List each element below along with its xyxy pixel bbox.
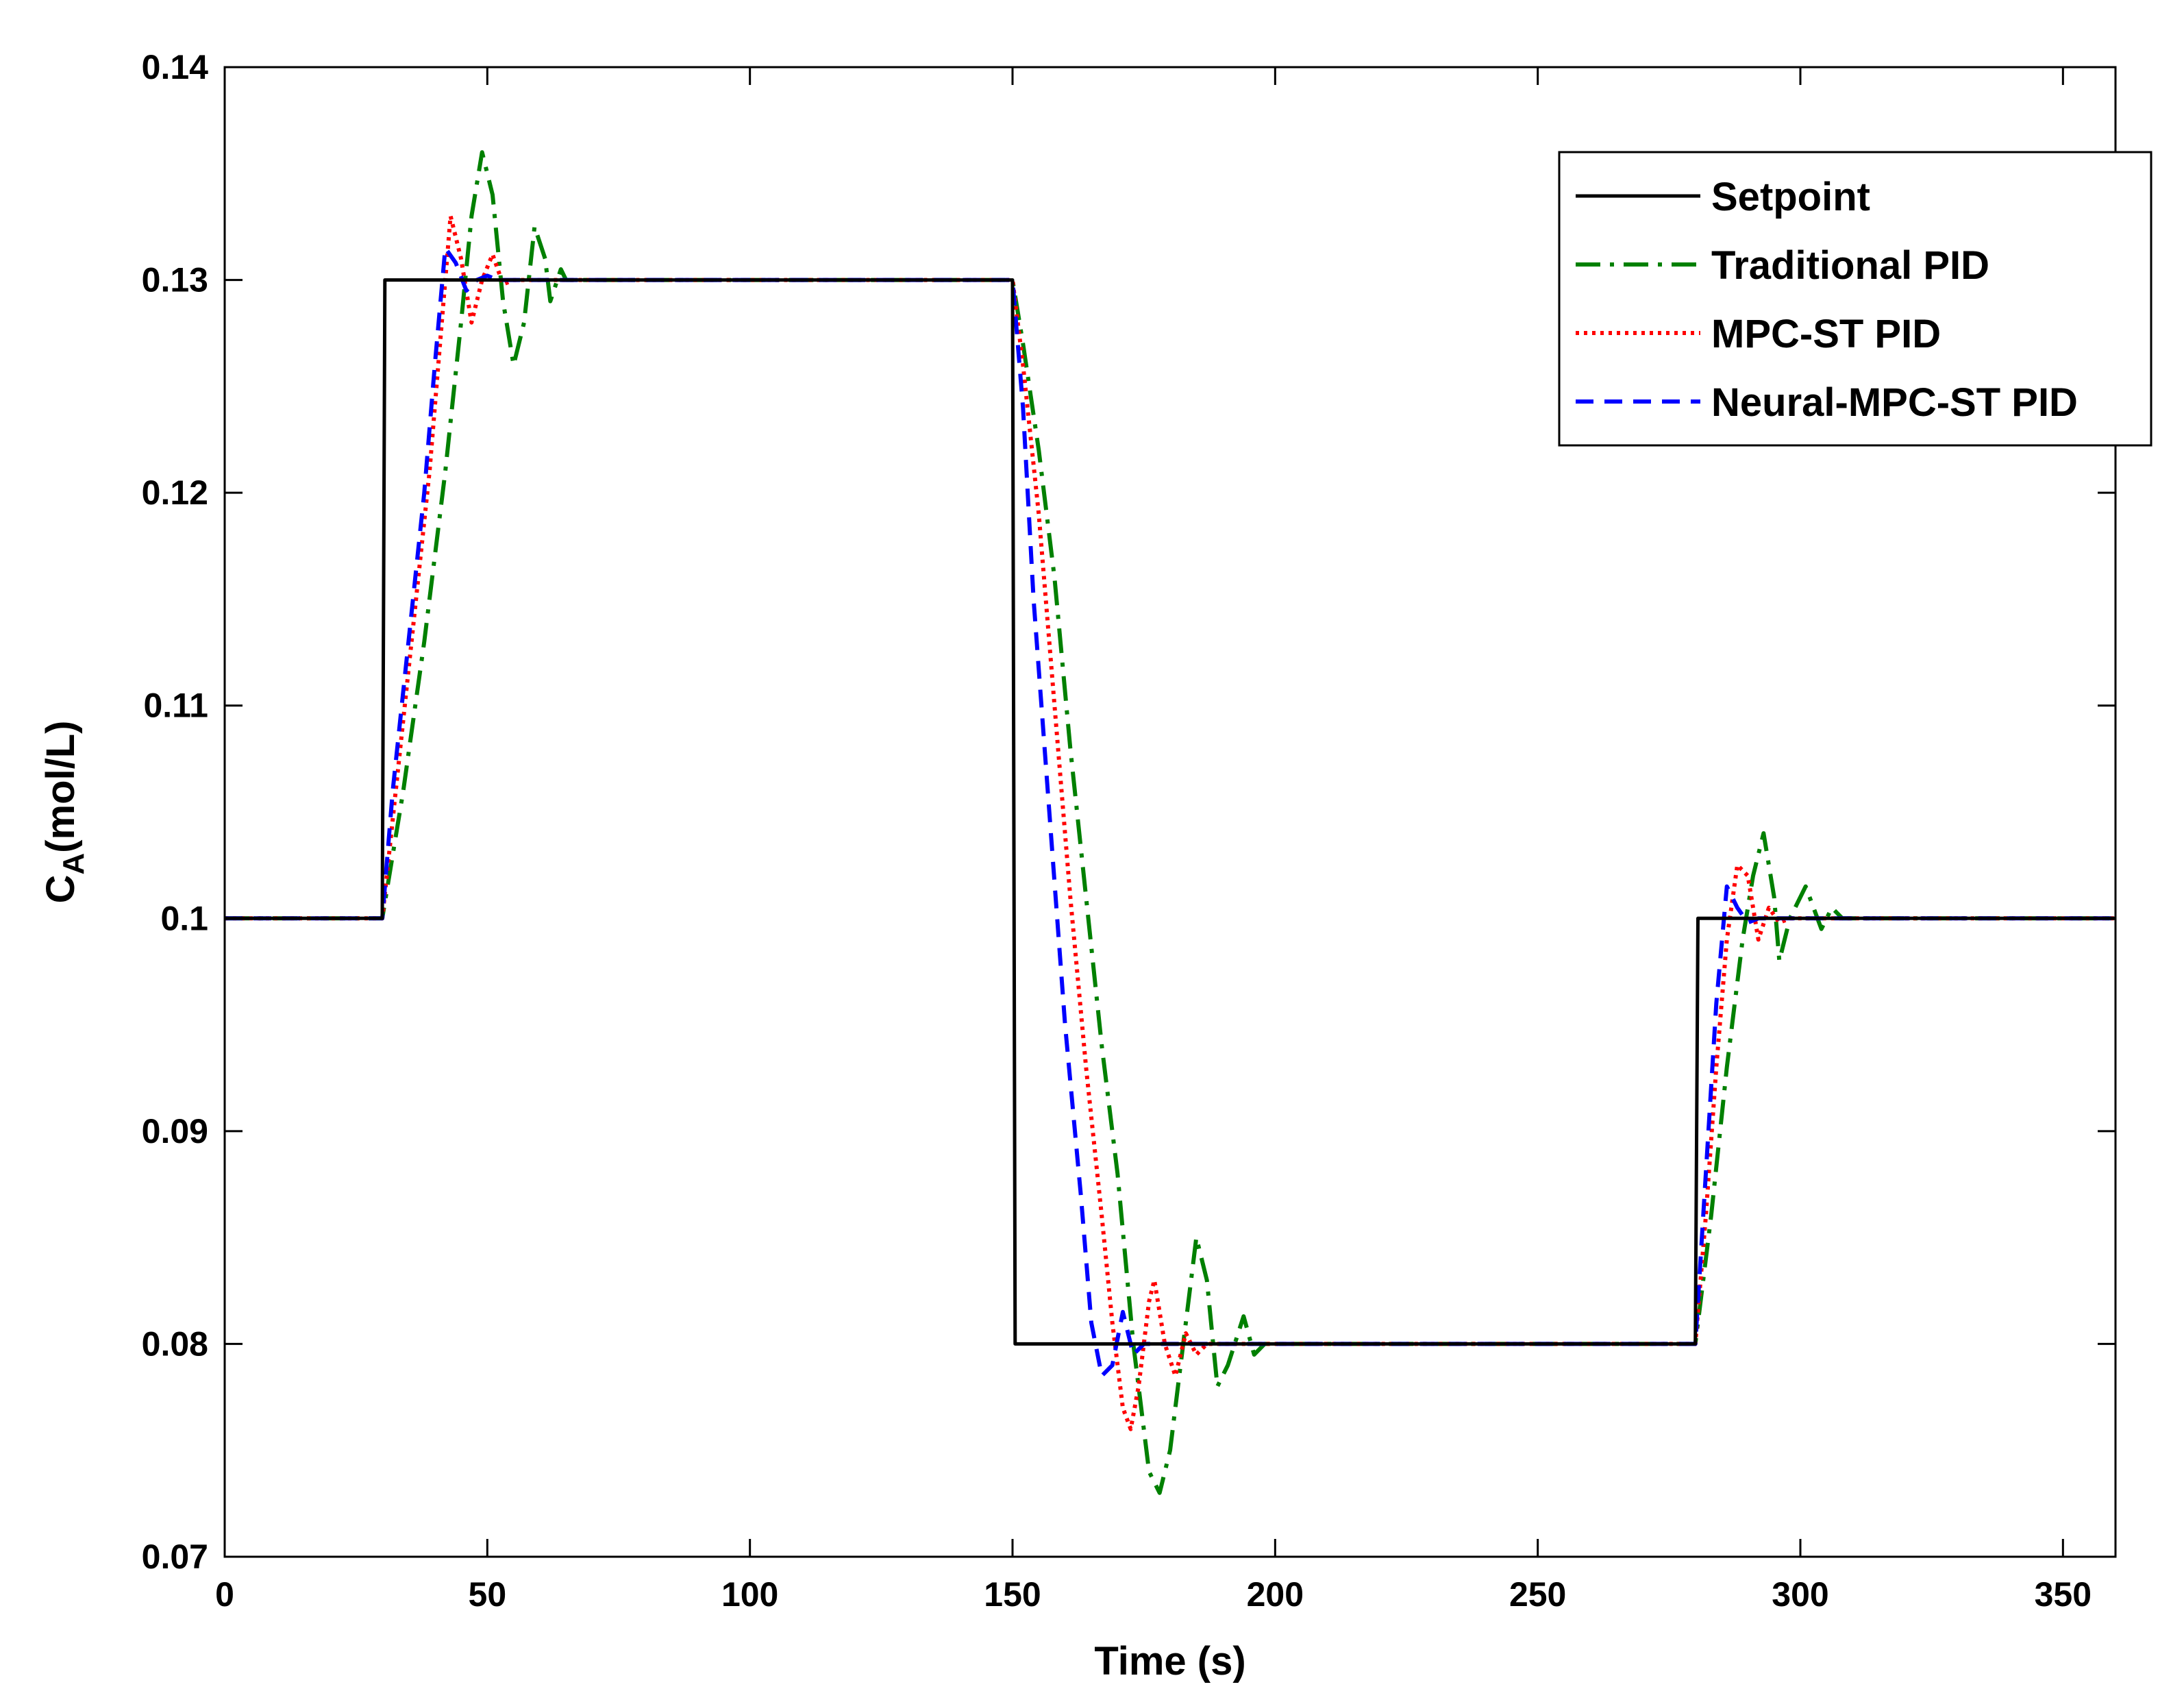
series-line: [225, 150, 2115, 1495]
legend-label: Neural-MPC-ST PID: [1711, 380, 2078, 425]
legend: Setpoint Traditional PID MPC-ST PID Neural-…: [1558, 151, 2152, 447]
series-line: [225, 246, 2115, 1378]
x-tick-label: 150: [984, 1575, 1041, 1614]
series-line: [225, 278, 2115, 1346]
y-tick-label: 0.11: [143, 687, 208, 725]
plot-frame: [223, 66, 2117, 1558]
axis-tick-labels: 0 50 100 150 200 250 300 350 0.07 0.08 0.09 0.1 0.11…: [142, 48, 2092, 1614]
y-tick-label: 0.12: [142, 473, 208, 512]
series-line: [225, 214, 2115, 1431]
y-tick-label: 0.08: [142, 1324, 208, 1363]
y-tick-label: 0.13: [142, 261, 208, 299]
legend-label: Setpoint: [1711, 175, 1870, 219]
axis-ticks: [223, 66, 2115, 1558]
plot-lines: [225, 150, 2115, 1495]
y-tick-label: 0.1: [160, 899, 208, 937]
x-tick-label: 200: [1247, 1575, 1304, 1614]
x-tick-label: 0: [215, 1575, 234, 1614]
y-axis-label-unit: (mol/L): [38, 721, 83, 853]
legend-label: MPC-ST PID: [1711, 312, 1941, 356]
x-tick-label: 100: [721, 1575, 778, 1614]
x-axis-label: Time (s): [1094, 1639, 1245, 1684]
y-axis-label-subscript: A: [57, 853, 90, 875]
x-tick-label: 50: [469, 1575, 507, 1614]
x-tick-label: 350: [2035, 1575, 2092, 1614]
y-axis-label: CA(mol/L): [38, 721, 90, 904]
legend-label: Traditional PID: [1711, 243, 1989, 288]
y-tick-label: 0.09: [142, 1112, 208, 1150]
legend-box: [1558, 151, 2152, 447]
y-tick-label: 0.07: [142, 1538, 208, 1576]
x-tick-label: 250: [1509, 1575, 1566, 1614]
y-axis-label-main: C: [38, 875, 83, 904]
x-tick-label: 300: [1772, 1575, 1828, 1614]
y-tick-label: 0.14: [142, 48, 209, 86]
